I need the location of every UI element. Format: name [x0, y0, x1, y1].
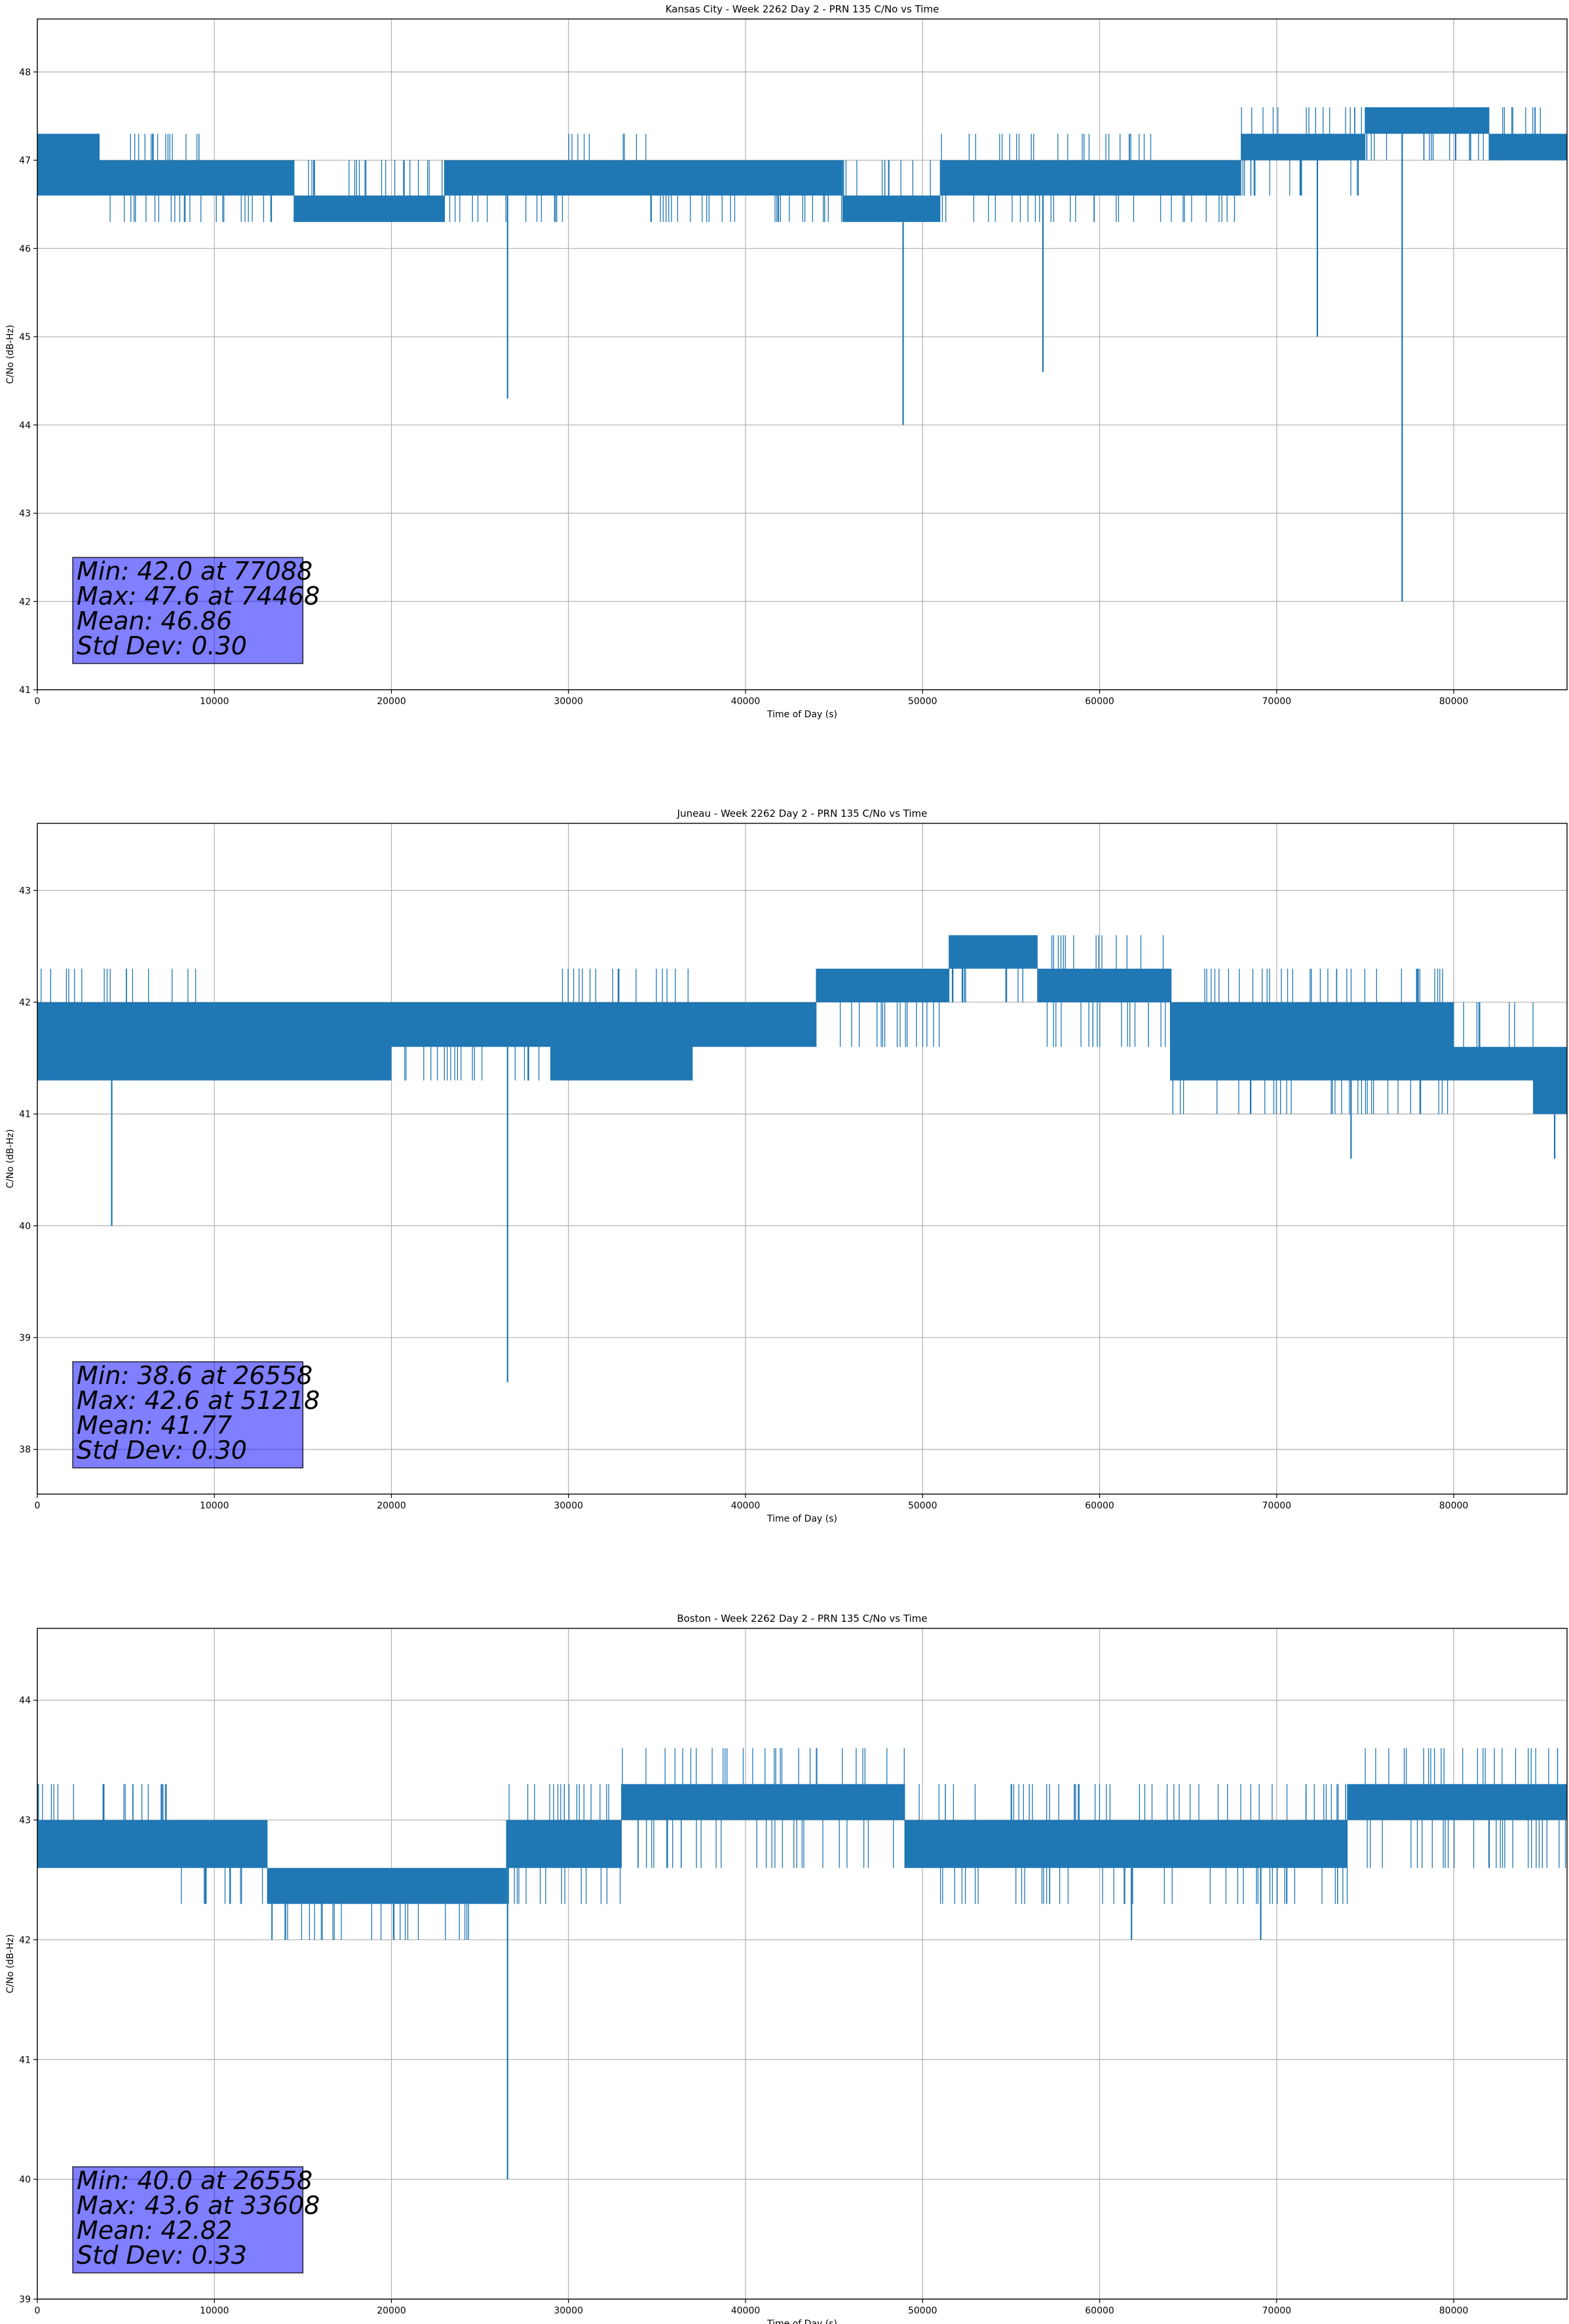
- x-tick-label: 50000: [908, 696, 937, 707]
- x-tick-label: 60000: [1085, 2306, 1114, 2316]
- y-tick-label: 39: [19, 1333, 31, 1343]
- stats-box: [72, 2166, 303, 2274]
- x-tick-label: 80000: [1439, 696, 1469, 707]
- x-tick-label: 40000: [731, 2306, 761, 2316]
- x-tick-label: 0: [35, 2306, 41, 2316]
- y-axis-label: C/No (dB-Hz): [5, 325, 16, 384]
- stats-max-text: Max: 43.6 at 33608: [77, 2191, 320, 2220]
- x-tick-label: 60000: [1085, 1501, 1114, 1511]
- y-tick-label: 44: [19, 421, 31, 431]
- cno-series-line: [37, 107, 1567, 602]
- stats-min-text: Min: 40.0 at 26558: [77, 2166, 312, 2195]
- y-axis-label: C/No (dB-Hz): [5, 1129, 16, 1188]
- axes-frame: [37, 18, 1568, 690]
- x-tick-label: 40000: [731, 1501, 761, 1511]
- stats-max-text: Max: 47.6 at 74468: [77, 582, 320, 610]
- stats-mean-text: Mean: 41.77: [77, 1411, 232, 1440]
- stats-std-text: Std Dev: 0.30: [77, 631, 247, 660]
- axes-frame: [37, 823, 1568, 1495]
- x-tick-label: 30000: [554, 696, 583, 707]
- x-tick-label: 0: [35, 696, 41, 707]
- chart-title: Juneau - Week 2262 Day 2 - PRN 135 C/No …: [677, 808, 928, 819]
- x-tick-label: 30000: [554, 1501, 583, 1511]
- stats-min-text: Min: 42.0 at 77088: [77, 557, 312, 586]
- y-tick-label: 43: [19, 509, 31, 519]
- stats-box: [72, 1361, 303, 1469]
- x-tick-label: 60000: [1085, 696, 1114, 707]
- x-tick-label: 50000: [908, 2306, 937, 2316]
- x-tick-label: 70000: [1262, 1501, 1292, 1511]
- x-axis-label: Time of Day (s): [766, 709, 837, 720]
- x-tick-label: 80000: [1439, 2306, 1469, 2316]
- y-tick-label: 40: [19, 2175, 31, 2185]
- y-tick-label: 48: [19, 67, 31, 78]
- chart-panel-1: 0 10000 20000 30000 40000 50000 60000 70000 8000…: [5, 3, 1568, 720]
- chart-title: Kansas City - Week 2262 Day 2 - PRN 135 …: [666, 3, 939, 15]
- x-tick-label: 70000: [1262, 2306, 1292, 2316]
- stats-std-text: Std Dev: 0.30: [77, 1436, 247, 1465]
- series-band-path: [37, 107, 1567, 222]
- x-axis-label: Time of Day (s): [766, 2319, 837, 2324]
- x-tick-label: 10000: [200, 2306, 229, 2316]
- series-band-path: [37, 1748, 1567, 1940]
- x-axis-label: Time of Day (s): [766, 1514, 837, 1524]
- stats-std-text: Std Dev: 0.33: [77, 2241, 247, 2270]
- stats-mean-text: Mean: 46.86: [77, 607, 232, 635]
- y-tick-label: 40: [19, 1221, 31, 1231]
- y-tick-label: 47: [19, 156, 31, 166]
- x-tick-label: 10000: [200, 1501, 229, 1511]
- x-tick-label: 0: [35, 1501, 41, 1511]
- y-tick-label: 42: [19, 1935, 31, 1945]
- x-tick-label: 20000: [377, 1501, 406, 1511]
- x-tick-label: 80000: [1439, 1501, 1469, 1511]
- x-tick-label: 70000: [1262, 696, 1292, 707]
- series-band-path: [37, 935, 1567, 1114]
- y-tick-label: 38: [19, 1445, 31, 1455]
- y-tick-label: 45: [19, 332, 31, 343]
- y-tick-label: 44: [19, 1696, 31, 1706]
- stats-max-text: Max: 42.6 at 51218: [77, 1386, 320, 1415]
- stats-mean-text: Mean: 42.82: [77, 2216, 232, 2245]
- chart-panel-2: 0 10000 20000 30000 40000 50000 60000 70000 8000…: [5, 808, 1568, 1524]
- y-tick-label: 42: [19, 998, 31, 1008]
- x-tick-label: 10000: [200, 696, 229, 707]
- x-tick-label: 20000: [377, 2306, 406, 2316]
- y-tick-label: 41: [19, 685, 31, 696]
- x-tick-label: 20000: [377, 696, 406, 707]
- y-tick-label: 43: [19, 1816, 31, 1826]
- y-tick-label: 41: [19, 2055, 31, 2065]
- y-tick-label: 39: [19, 2295, 31, 2305]
- cno-series-line: [37, 1748, 1567, 2180]
- y-axis-label: C/No (dB-Hz): [5, 1934, 16, 1993]
- chart-panel-3: 0 10000 20000 30000 40000 50000 60000 70000 8000…: [5, 1613, 1568, 2324]
- y-tick-label: 43: [19, 886, 31, 896]
- y-tick-label: 41: [19, 1110, 31, 1120]
- axes-frame: [37, 1628, 1568, 2300]
- x-tick-label: 30000: [554, 2306, 583, 2316]
- y-tick-label: 46: [19, 244, 31, 254]
- chart-title: Boston - Week 2262 Day 2 - PRN 135 C/No …: [677, 1613, 927, 1624]
- cno-series-line: [37, 935, 1567, 1383]
- stats-box: [72, 557, 303, 664]
- stats-min-text: Min: 38.6 at 26558: [77, 1361, 312, 1390]
- y-tick-label: 42: [19, 597, 31, 607]
- x-tick-label: 50000: [908, 1501, 937, 1511]
- x-tick-label: 40000: [731, 696, 761, 707]
